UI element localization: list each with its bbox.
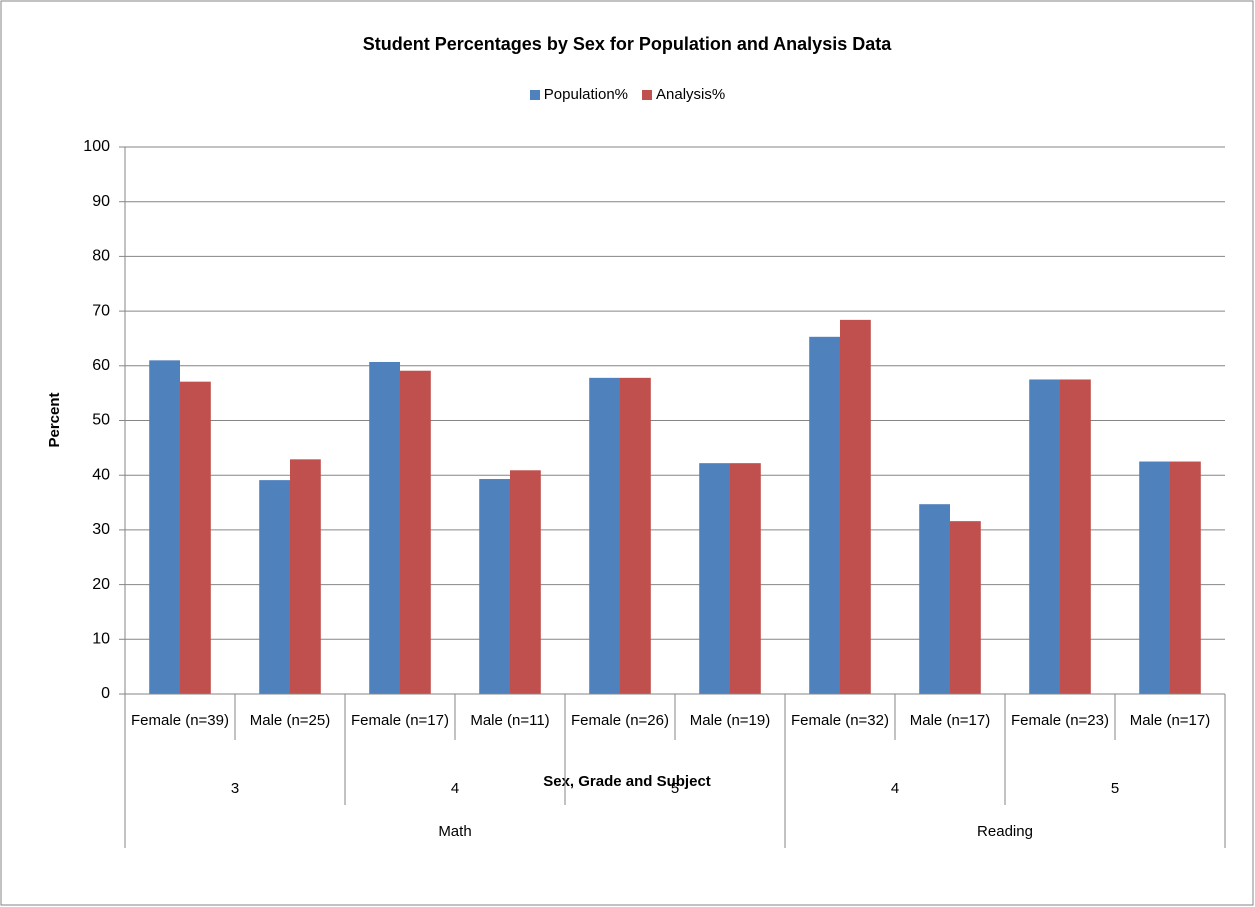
subject-label: Reading xyxy=(977,823,1033,840)
bar xyxy=(290,459,321,694)
x-tick-label: Male (n=11) xyxy=(470,712,550,729)
y-tick-label: 100 xyxy=(83,138,110,155)
x-tick-label: Male (n=19) xyxy=(689,712,771,729)
bar xyxy=(620,377,651,694)
y-axis-title: Percent xyxy=(46,392,63,447)
bar xyxy=(1029,379,1060,694)
x-tick-label: Male (n=25) xyxy=(249,712,331,729)
legend-label: Population% xyxy=(543,86,629,103)
y-tick-label: 40 xyxy=(92,466,110,483)
y-tick-label: 20 xyxy=(92,576,110,593)
x-tick-label: Female (n=26) xyxy=(571,712,669,729)
grade-label: 5 xyxy=(670,780,680,797)
legend-item: Population% xyxy=(529,86,629,103)
bar xyxy=(950,521,981,694)
bar xyxy=(1170,461,1201,694)
bar xyxy=(479,479,510,694)
bar xyxy=(730,463,761,694)
bar xyxy=(809,336,840,694)
y-tick-label: 90 xyxy=(92,193,110,210)
y-tick-label: 10 xyxy=(92,631,110,648)
y-tick-label: 70 xyxy=(92,302,110,319)
x-tick-label: Female (n=23) xyxy=(1011,712,1109,729)
grade-label: 5 xyxy=(1110,780,1120,797)
bar xyxy=(510,470,541,694)
bar xyxy=(400,370,431,694)
bar xyxy=(259,480,290,694)
bar xyxy=(840,319,871,694)
x-tick-label: Male (n=17) xyxy=(909,712,991,729)
y-tick-label: 0 xyxy=(101,685,110,702)
legend: Population% Analysis% xyxy=(0,86,1255,103)
y-tick-label: 50 xyxy=(92,412,110,429)
bar xyxy=(699,463,730,694)
x-tick-label: Male (n=17) xyxy=(1129,712,1211,729)
legend-label: Analysis% xyxy=(656,86,726,103)
legend-swatch xyxy=(642,89,653,100)
y-tick-label: 80 xyxy=(92,248,110,265)
bar xyxy=(369,361,400,694)
bar xyxy=(589,377,620,694)
grade-label: 4 xyxy=(450,780,460,797)
bar xyxy=(919,504,950,694)
x-tick-label: Female (n=39) xyxy=(131,712,229,729)
bar xyxy=(149,360,180,694)
chart-title: Student Percentages by Sex for Populatio… xyxy=(363,34,892,54)
x-tick-label: Female (n=17) xyxy=(351,712,449,729)
x-axis-title: Sex, Grade and Subject xyxy=(543,773,711,790)
bar xyxy=(1139,461,1170,694)
legend-item: Analysis% xyxy=(642,86,725,103)
grade-label: 3 xyxy=(230,780,240,797)
y-tick-label: 30 xyxy=(92,521,110,538)
y-tick-label: 60 xyxy=(92,357,110,374)
subject-label: Math xyxy=(438,823,472,840)
x-tick-label: Female (n=32) xyxy=(791,712,889,729)
bar xyxy=(1060,379,1091,694)
bar xyxy=(180,381,211,694)
grade-label: 4 xyxy=(890,780,900,797)
legend-swatch xyxy=(529,89,540,100)
